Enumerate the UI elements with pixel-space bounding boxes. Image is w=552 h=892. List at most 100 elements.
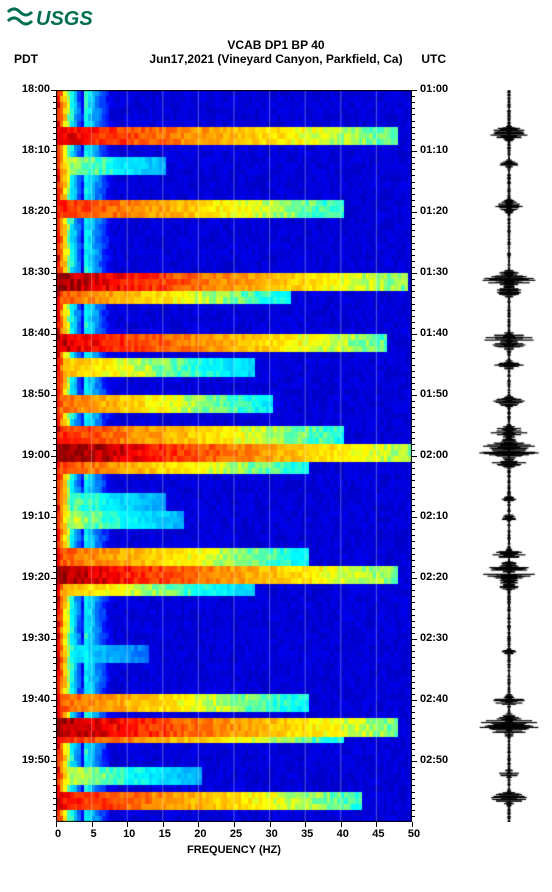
y-minor-tickmark (412, 279, 415, 280)
y-minor-tickmark (412, 224, 415, 225)
y-minor-tickmark (53, 609, 56, 610)
y-right-tick: 01:00 (420, 83, 448, 95)
y-minor-tickmark (412, 304, 415, 305)
y-left-tickmark (51, 395, 56, 396)
y-minor-tickmark (412, 340, 415, 341)
y-minor-tickmark (412, 121, 415, 122)
y-minor-tickmark (53, 670, 56, 671)
y-right-tickmark (412, 700, 417, 701)
y-minor-tickmark (53, 249, 56, 250)
y-minor-tickmark (53, 523, 56, 524)
y-left-tickmark (51, 212, 56, 213)
y-left-tickmark (51, 334, 56, 335)
y-minor-tickmark (412, 480, 415, 481)
x-tickmark (198, 822, 199, 827)
y-minor-tickmark (412, 712, 415, 713)
y-minor-tickmark (412, 194, 415, 195)
y-right-tick: 02:50 (420, 754, 448, 766)
y-right-tickmark (412, 456, 417, 457)
y-minor-tickmark (412, 688, 415, 689)
y-minor-tickmark (53, 743, 56, 744)
y-minor-tickmark (412, 743, 415, 744)
y-minor-tickmark (53, 316, 56, 317)
x-tickmark (234, 822, 235, 827)
y-minor-tickmark (412, 413, 415, 414)
x-tick: 50 (404, 828, 424, 840)
y-right-tickmark (412, 212, 417, 213)
y-minor-tickmark (53, 224, 56, 225)
y-minor-tickmark (412, 432, 415, 433)
y-left-tickmark (51, 517, 56, 518)
spectrogram-plot-area (56, 90, 412, 822)
y-minor-tickmark (53, 468, 56, 469)
y-minor-tickmark (53, 779, 56, 780)
y-right-tick: 01:30 (420, 266, 448, 278)
y-minor-tickmark (412, 602, 415, 603)
y-minor-tickmark (53, 297, 56, 298)
y-minor-tickmark (412, 645, 415, 646)
y-minor-tickmark (412, 346, 415, 347)
y-right-tick: 02:10 (420, 510, 448, 522)
y-minor-tickmark (412, 365, 415, 366)
x-tick: 25 (226, 828, 246, 840)
x-tick: 15 (155, 828, 175, 840)
y-minor-tickmark (412, 468, 415, 469)
y-minor-tickmark (412, 200, 415, 201)
chart-header: VCAB DP1 BP 40 PDT Jun17,2021 (Vineyard … (0, 38, 552, 66)
y-minor-tickmark (412, 371, 415, 372)
y-minor-tickmark (412, 438, 415, 439)
y-minor-tickmark (53, 194, 56, 195)
y-minor-tickmark (412, 792, 415, 793)
y-minor-tickmark (412, 169, 415, 170)
y-minor-tickmark (412, 755, 415, 756)
y-minor-tickmark (412, 297, 415, 298)
y-minor-tickmark (53, 663, 56, 664)
y-minor-tickmark (412, 383, 415, 384)
y-minor-tickmark (412, 541, 415, 542)
y-minor-tickmark (412, 145, 415, 146)
x-tick: 0 (48, 828, 68, 840)
y-minor-tickmark (53, 377, 56, 378)
y-minor-tickmark (412, 767, 415, 768)
y-minor-tickmark (412, 426, 415, 427)
x-tickmark (376, 822, 377, 827)
usgs-spectrogram-page: USGS VCAB DP1 BP 40 PDT Jun17,2021 (Vine… (0, 0, 552, 892)
y-right-tick: 02:30 (420, 632, 448, 644)
tz-right-label: UTC (421, 52, 446, 66)
y-minor-tickmark (412, 676, 415, 677)
y-minor-tickmark (53, 541, 56, 542)
y-right-tickmark (412, 639, 417, 640)
y-minor-tickmark (53, 529, 56, 530)
y-minor-tickmark (412, 798, 415, 799)
y-left-tickmark (51, 761, 56, 762)
y-left-tickmark (51, 151, 56, 152)
y-minor-tickmark (412, 450, 415, 451)
y-left-tick: 19:00 (22, 449, 50, 461)
y-minor-tickmark (412, 267, 415, 268)
y-minor-tickmark (53, 566, 56, 567)
y-left-tickmark (51, 273, 56, 274)
y-minor-tickmark (53, 792, 56, 793)
y-right-tick: 02:00 (420, 449, 448, 461)
y-minor-tickmark (53, 365, 56, 366)
y-minor-tickmark (53, 163, 56, 164)
y-minor-tickmark (53, 767, 56, 768)
y-minor-tickmark (53, 444, 56, 445)
y-minor-tickmark (53, 548, 56, 549)
y-left-tick: 18:50 (22, 388, 50, 400)
y-minor-tickmark (53, 175, 56, 176)
y-minor-tickmark (412, 249, 415, 250)
y-minor-tickmark (53, 718, 56, 719)
y-minor-tickmark (53, 358, 56, 359)
y-minor-tickmark (412, 535, 415, 536)
y-left-tick: 19:20 (22, 571, 50, 583)
y-left-tick: 19:40 (22, 693, 50, 705)
y-minor-tickmark (412, 243, 415, 244)
y-minor-tickmark (412, 566, 415, 567)
x-tick: 5 (84, 828, 104, 840)
y-right-tickmark (412, 517, 417, 518)
y-minor-tickmark (412, 749, 415, 750)
y-minor-tickmark (53, 401, 56, 402)
y-minor-tickmark (53, 682, 56, 683)
y-minor-tickmark (53, 310, 56, 311)
